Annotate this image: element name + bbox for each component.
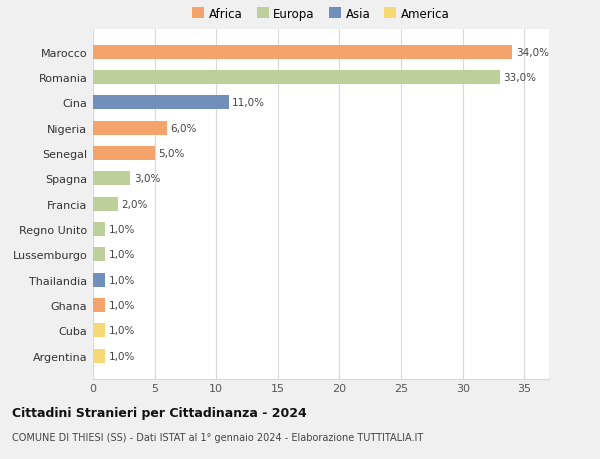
Text: 1,0%: 1,0% bbox=[109, 250, 136, 260]
Bar bbox=[93, 172, 130, 186]
Text: 3,0%: 3,0% bbox=[134, 174, 160, 184]
Bar bbox=[93, 273, 106, 287]
Text: 1,0%: 1,0% bbox=[109, 300, 136, 310]
Text: 11,0%: 11,0% bbox=[232, 98, 265, 108]
Text: Cittadini Stranieri per Cittadinanza - 2024: Cittadini Stranieri per Cittadinanza - 2… bbox=[12, 406, 307, 419]
Text: 1,0%: 1,0% bbox=[109, 351, 136, 361]
Bar bbox=[93, 223, 106, 236]
Text: COMUNE DI THIESI (SS) - Dati ISTAT al 1° gennaio 2024 - Elaborazione TUTTITALIA.: COMUNE DI THIESI (SS) - Dati ISTAT al 1°… bbox=[12, 432, 423, 442]
Bar bbox=[93, 298, 106, 312]
Text: 6,0%: 6,0% bbox=[170, 123, 197, 134]
Text: 1,0%: 1,0% bbox=[109, 325, 136, 336]
Bar bbox=[93, 96, 229, 110]
Bar bbox=[93, 324, 106, 337]
Bar bbox=[93, 197, 118, 211]
Text: 34,0%: 34,0% bbox=[516, 48, 549, 58]
Text: 1,0%: 1,0% bbox=[109, 275, 136, 285]
Text: 33,0%: 33,0% bbox=[503, 73, 536, 83]
Bar bbox=[93, 147, 155, 161]
Text: 2,0%: 2,0% bbox=[121, 199, 148, 209]
Bar bbox=[93, 46, 512, 60]
Legend: Africa, Europa, Asia, America: Africa, Europa, Asia, America bbox=[193, 7, 449, 21]
Bar bbox=[93, 248, 106, 262]
Text: 1,0%: 1,0% bbox=[109, 224, 136, 235]
Bar bbox=[93, 349, 106, 363]
Bar bbox=[93, 122, 167, 135]
Text: 5,0%: 5,0% bbox=[158, 149, 185, 159]
Bar bbox=[93, 71, 500, 85]
